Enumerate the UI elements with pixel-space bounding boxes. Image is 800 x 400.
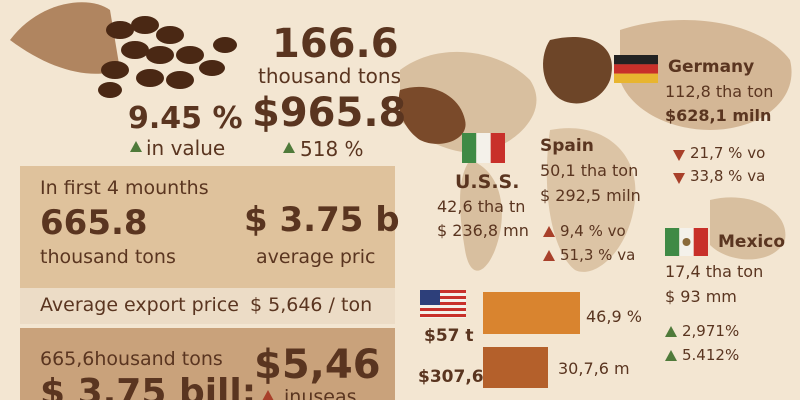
- summary-panel: [20, 166, 395, 288]
- bar: [483, 292, 580, 334]
- headline-percent-label: in value: [146, 136, 226, 160]
- bar-label: $307,6: [418, 367, 484, 387]
- panel-volume: 665.8: [40, 203, 148, 243]
- market-value: $628,1 miln: [665, 106, 772, 125]
- headline-percent: 9.45 %: [128, 101, 243, 136]
- world-map: [398, 20, 792, 272]
- up-arrow: [543, 226, 555, 237]
- panel-title: In first 4 mounths: [40, 177, 209, 199]
- market-value: $ 292,5 miln: [540, 186, 641, 205]
- footer-volume: 665,6housand tons: [40, 348, 223, 370]
- down-arrow: [673, 173, 685, 184]
- flag-italy: [462, 133, 505, 163]
- headline-value: $965.8: [252, 90, 407, 136]
- headline-value-change: 518 %: [300, 137, 364, 161]
- bar-value-label: 46,9 %: [586, 307, 642, 326]
- market-value: $ 93 mm: [665, 287, 737, 306]
- map-africa: [546, 128, 636, 272]
- market-change: 5.412%: [682, 346, 740, 364]
- panel-volume-unit: thousand tons: [40, 246, 176, 268]
- down-arrow: [673, 150, 685, 161]
- bar-value-label: 30,7,6 m: [558, 359, 630, 378]
- footer-price: $5,46: [254, 342, 381, 388]
- coffee-bag: [10, 2, 237, 98]
- footer-value: $ 3.75 bill:: [40, 372, 257, 400]
- sack: [10, 2, 120, 74]
- up-arrow: [543, 250, 555, 261]
- market-change: 2,971%: [682, 322, 740, 340]
- headline-volume: 166.6: [272, 21, 399, 67]
- market-name: Germany: [668, 57, 755, 77]
- headline-volume-unit: thousand tons: [258, 64, 402, 88]
- market-change: 51,3 % va: [560, 246, 636, 264]
- flag-usa: [420, 290, 466, 318]
- up-arrow: [665, 326, 677, 337]
- flag-mexico: [665, 228, 708, 256]
- market-value: $ 236,8 mn: [437, 221, 529, 240]
- bar: [483, 347, 548, 388]
- panel-value-label: average pric: [256, 246, 376, 268]
- market-name: Spain: [540, 136, 594, 156]
- market-change: 33,8 % va: [690, 167, 766, 185]
- map-europe: [543, 36, 612, 104]
- market-name: U.S.S.: [455, 171, 520, 193]
- up-arrow: [283, 142, 295, 153]
- market-volume: 42,6 tha tn: [437, 197, 526, 216]
- flag-germany: [614, 55, 658, 83]
- footer-note: inuseas: [284, 386, 357, 400]
- panel-value: $ 3.75 b: [244, 200, 400, 240]
- price-value: $ 5,646 / ton: [250, 294, 373, 316]
- market-change: 9,4 % vo: [560, 222, 626, 240]
- map-oceania: [710, 197, 786, 260]
- market-volume: 112,8 tha ton: [665, 82, 774, 101]
- footer-panel: [20, 328, 395, 400]
- up-arrow: [665, 350, 677, 361]
- map-americas-south: [460, 160, 502, 271]
- map-usa: [398, 86, 466, 144]
- market-volume: 17,4 tha ton: [665, 262, 764, 281]
- coffee-beans: [98, 16, 237, 98]
- up-arrow: [130, 141, 142, 152]
- up-arrow: [262, 390, 274, 400]
- map-asia: [620, 20, 792, 130]
- market-name: Mexico: [718, 232, 785, 252]
- market-volume: 50,1 tha ton: [540, 161, 639, 180]
- price-label: Average export price: [40, 294, 239, 316]
- market-change: 21,7 % vo: [690, 144, 766, 162]
- price-row: [20, 288, 395, 324]
- bar-label: $57 t: [424, 326, 474, 346]
